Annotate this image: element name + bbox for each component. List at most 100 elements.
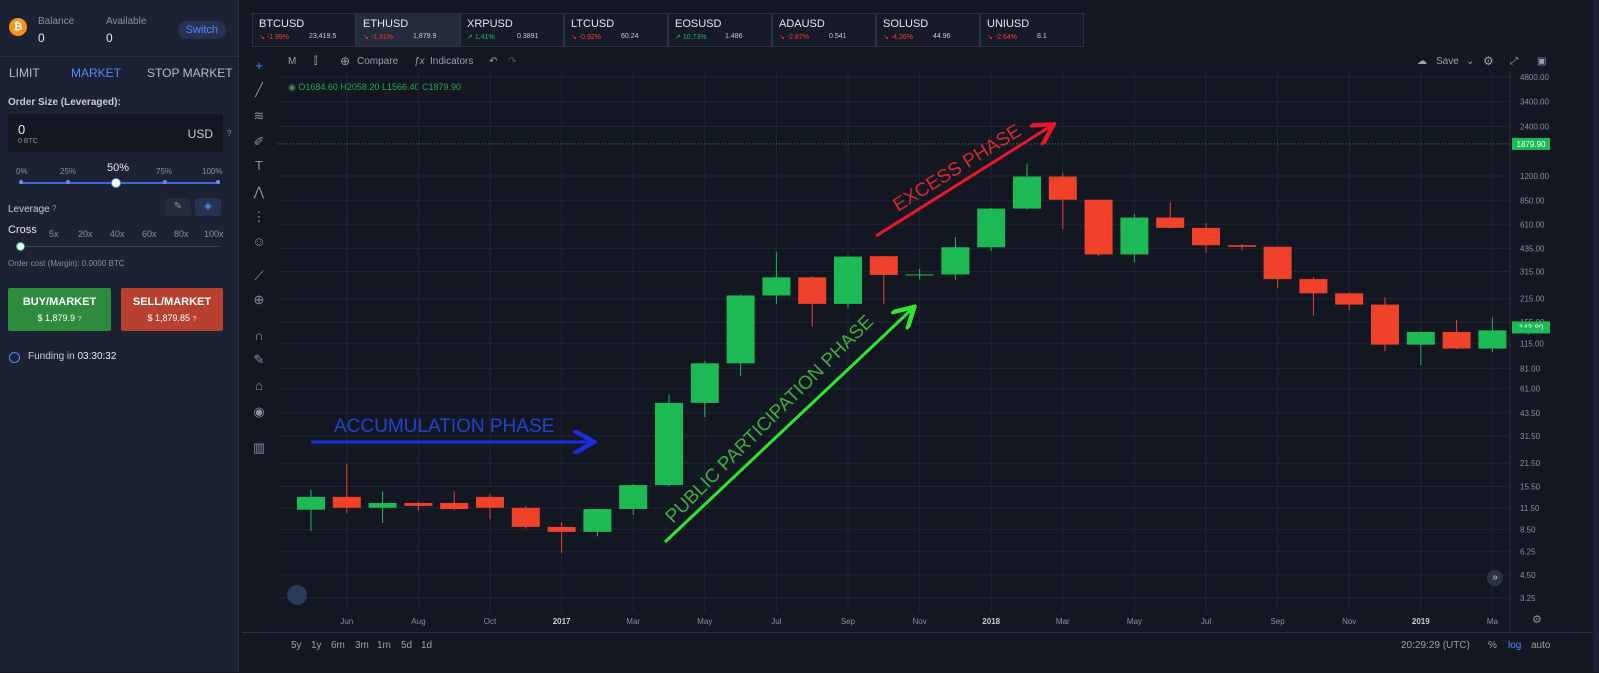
candle[interactable] — [1442, 331, 1471, 349]
candle[interactable] — [941, 247, 970, 275]
price-axis[interactable] — [1510, 72, 1598, 632]
ticker-adausd[interactable]: ADAUSD ↘ -2.87% 0.541 — [772, 13, 876, 47]
slider-tick-25[interactable]: 25% — [60, 167, 77, 176]
candle[interactable] — [583, 509, 612, 532]
percent-toggle[interactable]: % — [1488, 640, 1497, 651]
auto-toggle[interactable]: auto — [1531, 640, 1551, 651]
fullscreen-icon[interactable]: ⤢ — [1510, 56, 1518, 67]
slider-mode-icon[interactable]: ◈ — [195, 198, 221, 216]
range-1d[interactable]: 1d — [421, 640, 433, 651]
fib-icon[interactable]: ≋ — [253, 108, 265, 123]
candle[interactable] — [368, 502, 397, 508]
range-3m[interactable]: 3m — [355, 640, 369, 651]
candle[interactable] — [332, 496, 361, 508]
candle[interactable] — [1192, 227, 1220, 246]
candle[interactable] — [547, 526, 576, 532]
slider-tick-50[interactable]: 50% — [107, 162, 130, 174]
candle[interactable] — [476, 496, 504, 508]
candle[interactable] — [1299, 279, 1328, 294]
undo-icon[interactable]: ↶ — [489, 56, 498, 67]
slider-handle[interactable] — [111, 178, 121, 188]
prediction-icon[interactable]: ⋮ — [252, 209, 266, 224]
order-size-value[interactable]: 0 — [18, 122, 26, 137]
leverage-5x[interactable]: 5x — [49, 229, 59, 239]
candle[interactable] — [1371, 304, 1399, 345]
leverage-40x[interactable]: 40x — [110, 229, 125, 239]
leverage-60x[interactable]: 60x — [142, 229, 157, 239]
candle[interactable] — [726, 295, 755, 364]
candle[interactable] — [1084, 199, 1113, 255]
range-5d[interactable]: 5d — [401, 640, 413, 651]
slider-tick-75[interactable]: 75% — [156, 167, 173, 176]
brush-icon[interactable]: ✐ — [253, 134, 265, 149]
candle[interactable] — [297, 496, 325, 510]
candle[interactable] — [1478, 330, 1507, 349]
sell-market-button[interactable]: SELL/MARKET $ 1,879.85 ? — [121, 288, 223, 331]
range-1m[interactable]: 1m — [377, 640, 391, 651]
order-size-field[interactable]: 0 0 BTC USD — [8, 114, 223, 152]
log-toggle[interactable]: log — [1508, 640, 1522, 651]
candle[interactable] — [977, 208, 1006, 248]
ticker-eosusd[interactable]: EOSUSD ↗ 10.73% 1.486 — [668, 13, 772, 47]
ticker-uniusd[interactable]: UNIUSD ↘ -2.64% 8.1 — [980, 13, 1084, 47]
leverage-20x[interactable]: 20x — [78, 229, 93, 239]
buy-market-button[interactable]: BUY/MARKET $ 1,879.9 ? — [8, 288, 111, 331]
candle[interactable] — [1406, 331, 1435, 345]
compare-icon[interactable]: ⊕ — [340, 54, 351, 68]
right-collapse-strip[interactable] — [1593, 0, 1599, 672]
tab-limit[interactable]: LIMIT — [9, 66, 40, 80]
ticker-solusd[interactable]: SOLUSD ↘ -4.26% 44.96 — [876, 13, 980, 47]
trash-icon[interactable]: ▥ — [252, 440, 266, 455]
candle-type-icon[interactable]: ⫿ — [314, 56, 318, 67]
tab-stop-market[interactable]: STOP MARKET — [147, 66, 233, 80]
leverage-mode[interactable]: Cross — [8, 224, 37, 236]
crosshair-icon[interactable]: + — [255, 58, 263, 73]
candle[interactable] — [511, 507, 540, 527]
lock-pencil-icon[interactable]: ✎ — [253, 352, 265, 367]
pencil-icon[interactable]: ✎ — [165, 198, 191, 216]
indicators-button[interactable]: Indicators — [430, 56, 474, 67]
candle[interactable] — [1013, 176, 1041, 209]
candle[interactable] — [1227, 245, 1256, 247]
leverage-help-icon[interactable]: ? — [52, 204, 57, 213]
candle[interactable] — [1156, 217, 1185, 228]
switch-button[interactable]: Switch — [177, 21, 226, 39]
candle[interactable] — [619, 485, 648, 510]
candle[interactable] — [1335, 293, 1364, 305]
leverage-handle[interactable] — [16, 242, 25, 251]
range-1y[interactable]: 1y — [311, 640, 322, 651]
chevron-down-icon[interactable]: ⌄ — [1466, 56, 1475, 67]
candle[interactable] — [1048, 176, 1077, 200]
candle[interactable] — [1514, 327, 1543, 331]
leverage-100x[interactable]: 100x — [204, 229, 224, 239]
leverage-slider[interactable] — [19, 246, 219, 247]
trendline-icon[interactable]: ╱ — [255, 82, 263, 97]
slider-tick-100[interactable]: 100% — [202, 167, 223, 176]
range-5y[interactable]: 5y — [291, 640, 302, 651]
range-6m[interactable]: 6m — [331, 640, 345, 651]
ruler-icon[interactable]: ⟋ — [254, 268, 264, 283]
candle[interactable] — [905, 274, 934, 276]
save-button[interactable]: Save — [1436, 56, 1459, 67]
ticker-ethusd[interactable]: ETHUSD ↘ -1.31% 1,879.9 — [356, 13, 460, 47]
chart-settings-icon[interactable]: ⚙ — [1532, 614, 1542, 626]
redo-icon[interactable]: ↷ — [508, 56, 517, 67]
candle[interactable] — [655, 402, 683, 486]
emoji-icon[interactable]: ☺ — [252, 234, 266, 249]
slider-tick-0[interactable]: 0% — [16, 167, 28, 176]
text-icon[interactable]: T — [255, 158, 263, 173]
ticker-ltcusd[interactable]: LTCUSD ↘ -0.92% 60.24 — [564, 13, 668, 47]
tab-market[interactable]: MARKET — [71, 66, 122, 80]
candle[interactable] — [834, 256, 862, 304]
scroll-to-end-icon[interactable]: » — [1487, 570, 1503, 586]
eye-icon[interactable]: ◉ — [253, 404, 265, 419]
leverage-80x[interactable]: 80x — [174, 229, 189, 239]
candle[interactable] — [1263, 246, 1292, 280]
candle[interactable] — [869, 256, 898, 275]
ticker-xrpusd[interactable]: XRPUSD ↗ 1.41% 0.3891 — [460, 13, 564, 47]
interval-button[interactable]: M — [288, 56, 297, 67]
candle[interactable] — [440, 502, 469, 510]
candle[interactable] — [798, 277, 827, 304]
ticker-btcusd[interactable]: BTCUSD ↘ -1.99% 23,419.5 — [252, 13, 356, 47]
order-size-help-icon[interactable]: ? — [227, 129, 232, 138]
